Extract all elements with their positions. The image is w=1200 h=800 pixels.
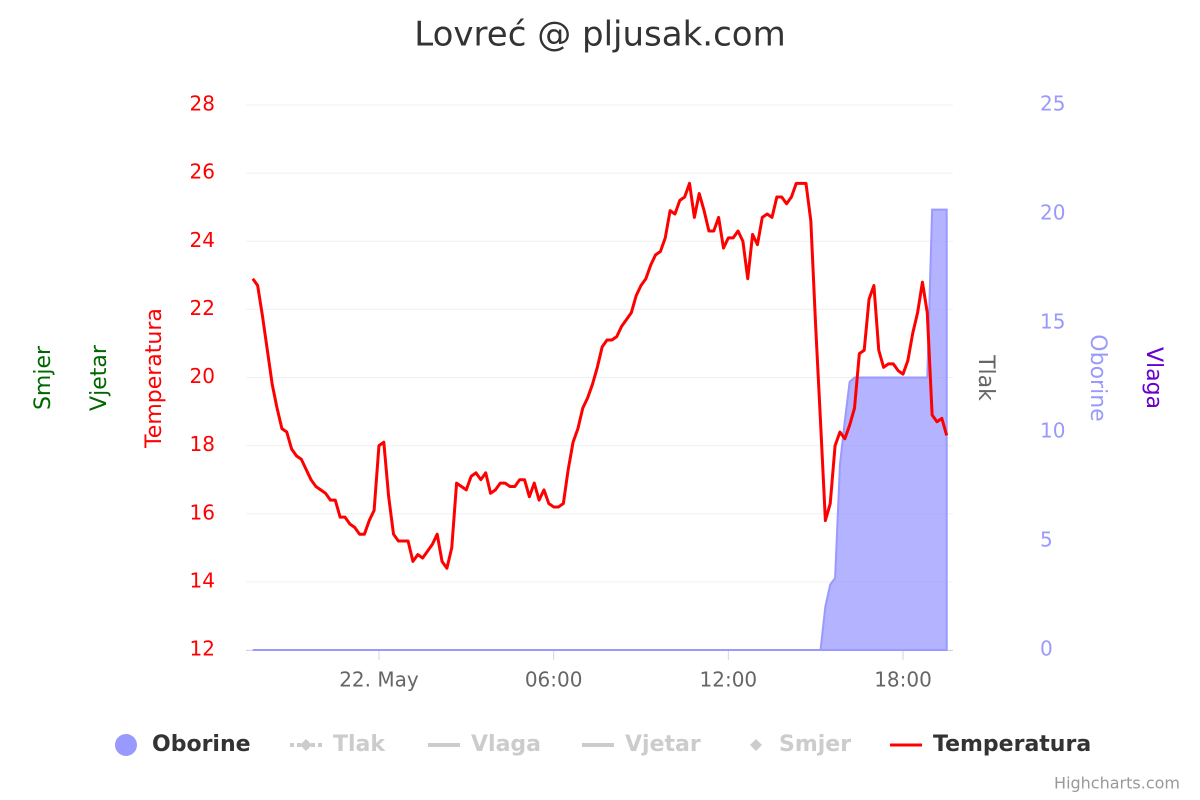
y-tick-label: 18 (190, 432, 215, 456)
y-tick-label: 22 (190, 296, 215, 320)
y-tick-label: 14 (190, 568, 215, 592)
y2-axis-title: Vlaga (1141, 347, 1166, 409)
x-tick-label: 18:00 (874, 668, 932, 692)
legend-item[interactable]: Vlaga (471, 732, 541, 757)
legend-symbol (115, 734, 137, 756)
line (251, 181, 949, 570)
legend-item[interactable]: Oborine (152, 732, 251, 757)
legend-item[interactable]: Smjer (779, 732, 851, 757)
y2-tick-label: 10 (1040, 419, 1065, 443)
legend-item[interactable]: Vjetar (625, 732, 701, 757)
x-tick-label: 06:00 (525, 668, 583, 692)
y-axis-title: Temperatura (142, 308, 167, 449)
area (252, 208, 948, 651)
y2-tick-label: 25 (1040, 92, 1065, 116)
x-tick-label: 12:00 (700, 668, 758, 692)
y-tick-label: 12 (190, 637, 215, 661)
y-tick-label: 24 (190, 228, 215, 252)
x-tick-label: 22. May (339, 668, 419, 692)
chart-title: Lovreć @ pljusak.com (414, 15, 785, 55)
y2-tick-label: 0 (1040, 637, 1053, 661)
y-axis-title: Smjer (31, 345, 56, 410)
legend-symbol (750, 739, 762, 751)
legend-item[interactable]: Temperatura (933, 732, 1091, 757)
y2-tick-label: 15 (1040, 310, 1065, 334)
y-axis-title: Vjetar (87, 344, 112, 411)
legend-symbol (300, 739, 312, 751)
y2-tick-label: 5 (1040, 528, 1053, 552)
y-tick-label: 26 (190, 160, 215, 184)
y-tick-label: 16 (190, 500, 215, 524)
y-tick-label: 28 (190, 92, 215, 116)
y2-axis-title: Oborine (1085, 334, 1110, 421)
credits[interactable]: Highcharts.com (1054, 774, 1180, 793)
y2-axis-title: Tlak (973, 354, 998, 401)
y-tick-label: 20 (190, 364, 215, 388)
legend-item[interactable]: Tlak (333, 732, 386, 757)
y2-tick-label: 20 (1040, 201, 1065, 225)
